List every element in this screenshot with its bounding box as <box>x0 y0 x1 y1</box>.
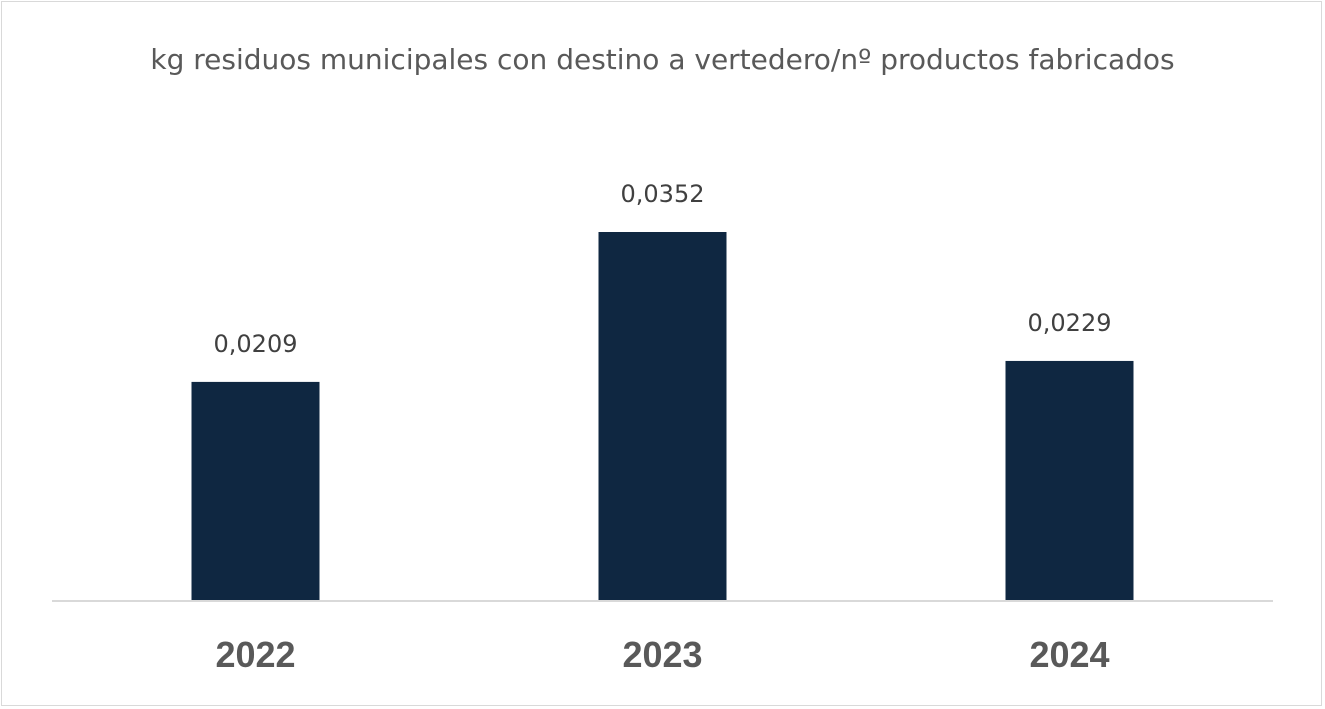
data-label-2024: 0,0229 <box>1028 309 1112 337</box>
bar-2024 <box>1005 360 1134 601</box>
labels-group: 0,0209 2022 0,0352 2023 0,0229 2024 <box>214 180 1112 675</box>
bar-2023 <box>598 232 727 601</box>
category-label-2022: 2022 <box>215 634 295 675</box>
bar-2022 <box>191 381 320 601</box>
chart-title: kg residuos municipales con destino a ve… <box>150 43 1175 76</box>
category-label-2024: 2024 <box>1029 634 1109 675</box>
data-label-2022: 0,0209 <box>214 330 298 358</box>
data-label-2023: 0,0352 <box>621 180 705 208</box>
category-label-2023: 2023 <box>622 634 702 675</box>
bars-group <box>191 232 1134 601</box>
